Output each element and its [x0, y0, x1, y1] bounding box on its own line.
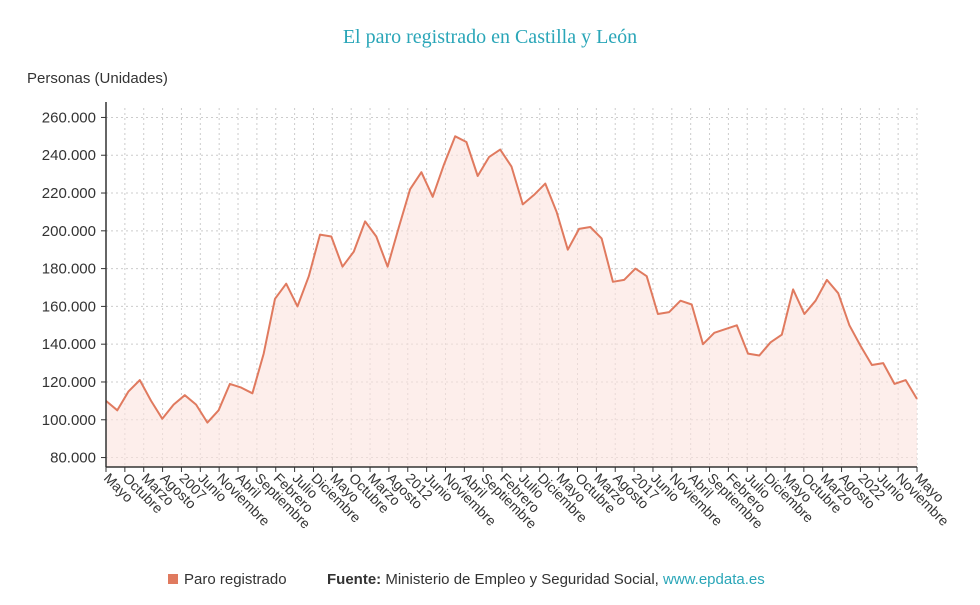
y-tick-label: 180.000 [42, 261, 96, 278]
y-tick-label: 80.000 [50, 450, 96, 467]
series-area-fill [106, 136, 917, 468]
y-tick-label: 120.000 [42, 374, 96, 391]
source-label: Fuente: [327, 571, 382, 588]
y-tick-label: 140.000 [42, 336, 96, 353]
y-tick-label: 160.000 [42, 298, 96, 315]
chart-title: El paro registrado en Castilla y León [342, 26, 638, 48]
legend-swatch [168, 574, 178, 584]
chart-area: 80.000 100.000 120.000 140.000 160.000 180.00… [42, 102, 952, 532]
y-tick-label: 100.000 [42, 412, 96, 429]
y-tick-label: 200.000 [42, 223, 96, 240]
source-note: Fuente: Ministerio de Empleo y Seguridad… [327, 571, 765, 588]
legend[interactable]: Paro registrado [168, 571, 287, 588]
source-link[interactable]: www.epdata.es [663, 571, 765, 588]
y-axis-label: Personas (Unidades) [27, 70, 168, 87]
y-tick-label: 260.000 [42, 109, 96, 126]
legend-label: Paro registrado [184, 571, 287, 588]
x-axis-ticks: MayoOctubreMarzoAgosto2007JunioNoviembre… [101, 467, 952, 532]
y-tick-label: 220.000 [42, 185, 96, 202]
series-line [105, 135, 918, 424]
y-tick-label: 240.000 [42, 147, 96, 164]
source-text: Ministerio de Empleo y Seguridad Social, [385, 571, 659, 588]
y-axis-ticks: 80.000 100.000 120.000 140.000 160.000 180.00… [42, 109, 106, 467]
